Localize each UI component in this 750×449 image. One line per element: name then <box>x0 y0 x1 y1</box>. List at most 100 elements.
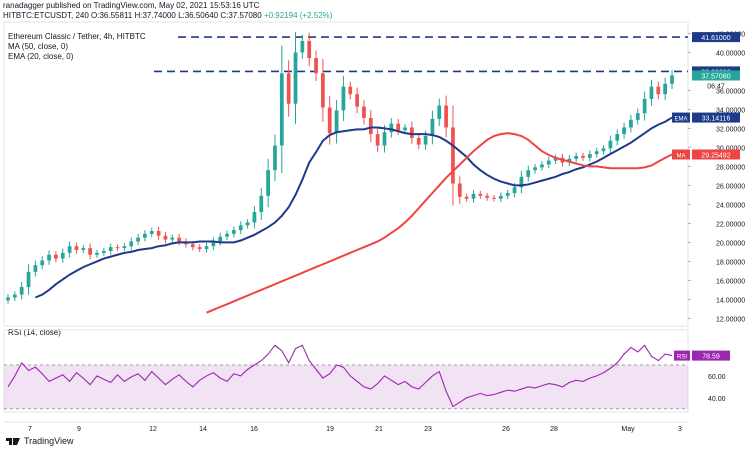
candle-body <box>416 137 421 145</box>
rsi-band <box>4 364 688 409</box>
candle-body <box>663 83 668 95</box>
candle-body <box>622 127 626 135</box>
rsi-name-tag <box>674 350 690 361</box>
tradingview-brand[interactable]: TradingView <box>6 436 74 446</box>
time-tick-label: 12 <box>149 426 157 433</box>
rsi-pane-frame <box>3 329 689 413</box>
candle-body <box>670 75 674 84</box>
ema-tag <box>692 112 740 123</box>
candle-body <box>245 222 250 226</box>
countdown-label: 06:47 <box>707 83 725 90</box>
candle-body <box>81 248 86 250</box>
price-tick-label: 16.00000 <box>716 278 745 285</box>
candle-body <box>368 117 373 135</box>
time-tick-label: 21 <box>375 426 383 433</box>
candle-body <box>615 134 620 141</box>
candle-body <box>553 157 558 161</box>
candle-body <box>136 237 140 242</box>
ma-50-line <box>206 132 673 314</box>
rsi-tick-label: 60.00 <box>708 374 726 381</box>
time-tick-label: 9 <box>77 426 81 433</box>
candle-body <box>457 183 462 197</box>
price-tick-label: 14.00000 <box>716 297 745 304</box>
symbol: HITBTC:ETCUSDT, 240 <box>3 11 89 20</box>
price-tick-label: 12.00000 <box>716 316 745 323</box>
brand-label: TradingView <box>24 436 74 446</box>
rsi-name: RSI <box>677 355 687 361</box>
candle-body <box>238 225 243 231</box>
candle-body <box>355 94 359 107</box>
candle-body <box>314 58 318 74</box>
candle-body <box>266 170 270 196</box>
candle-body <box>546 160 551 165</box>
tradingview-logo-icon <box>6 437 20 445</box>
candle-body <box>279 73 284 146</box>
candle-body <box>533 167 537 171</box>
candle-body <box>26 271 31 288</box>
candle-body <box>170 237 175 240</box>
candle-body <box>54 254 58 259</box>
candle-body <box>19 287 24 295</box>
candle-body <box>382 132 387 146</box>
legend-rsi: RSI (14, close) <box>8 328 61 337</box>
candle-body <box>327 107 332 134</box>
candle-body <box>423 136 428 145</box>
rsi-tick-label: 40.00 <box>708 396 726 403</box>
price-tick-label: 34.00000 <box>716 107 745 114</box>
time-tick-label: 14 <box>199 426 207 433</box>
candle-body <box>307 41 312 59</box>
candle-body <box>642 98 647 114</box>
ema-name: EMA <box>674 117 687 123</box>
price-tick-label: 32.00000 <box>716 126 745 133</box>
ma-value: 29.25492 <box>701 152 730 159</box>
candle-body <box>47 254 51 261</box>
candle-body <box>293 52 298 104</box>
candle-body <box>129 241 134 247</box>
candle-body <box>143 233 147 238</box>
candle-body <box>341 86 346 111</box>
candle-body <box>259 195 264 212</box>
time-tick-label: May <box>621 426 635 433</box>
symbol-line: HITBTC:ETCUSDT, 240 O:36.55811 H:37.7400… <box>3 11 332 20</box>
time-tick-label: 23 <box>424 426 432 433</box>
candle-body <box>437 105 442 119</box>
candle-body <box>444 105 448 128</box>
candle-body <box>204 246 209 250</box>
time-tick-label: 3 <box>678 426 682 433</box>
candle-body <box>190 244 195 248</box>
candle-body <box>177 237 182 242</box>
ohlc-values: O:36.55811 H:37.74000 L:36.50640 C:37.57… <box>91 11 262 20</box>
candle-body <box>574 155 579 159</box>
candle-body <box>218 236 223 242</box>
last-price-tag <box>692 70 740 81</box>
candle-body <box>649 86 654 99</box>
candle-body <box>33 265 38 272</box>
candle-body <box>362 106 366 118</box>
candle-body <box>163 235 168 240</box>
time-tick-label: 26 <box>502 426 510 433</box>
price-tick-label: 24.00000 <box>716 202 745 209</box>
ma-tag <box>692 149 740 160</box>
candle-body <box>430 118 435 136</box>
candle-body <box>197 247 202 250</box>
candle-body <box>512 187 517 193</box>
candle-body <box>348 86 353 95</box>
candle-body <box>601 148 606 152</box>
candle-body <box>232 230 236 234</box>
candle-body <box>101 250 106 253</box>
candle-body <box>12 294 17 298</box>
candle-body <box>608 140 613 149</box>
candle-body <box>519 176 524 188</box>
candle-body <box>471 193 476 199</box>
candle-body <box>252 212 257 223</box>
candle-body <box>410 127 414 138</box>
candle-body <box>403 127 407 131</box>
candle-body <box>88 248 93 255</box>
time-tick-label: 19 <box>326 426 334 433</box>
candle-body <box>656 86 661 95</box>
candle-body <box>211 241 216 247</box>
resistance-price-label: 41.61000 <box>701 35 730 42</box>
candle-body <box>492 197 496 199</box>
price-tick-label: 20.00000 <box>716 240 745 247</box>
